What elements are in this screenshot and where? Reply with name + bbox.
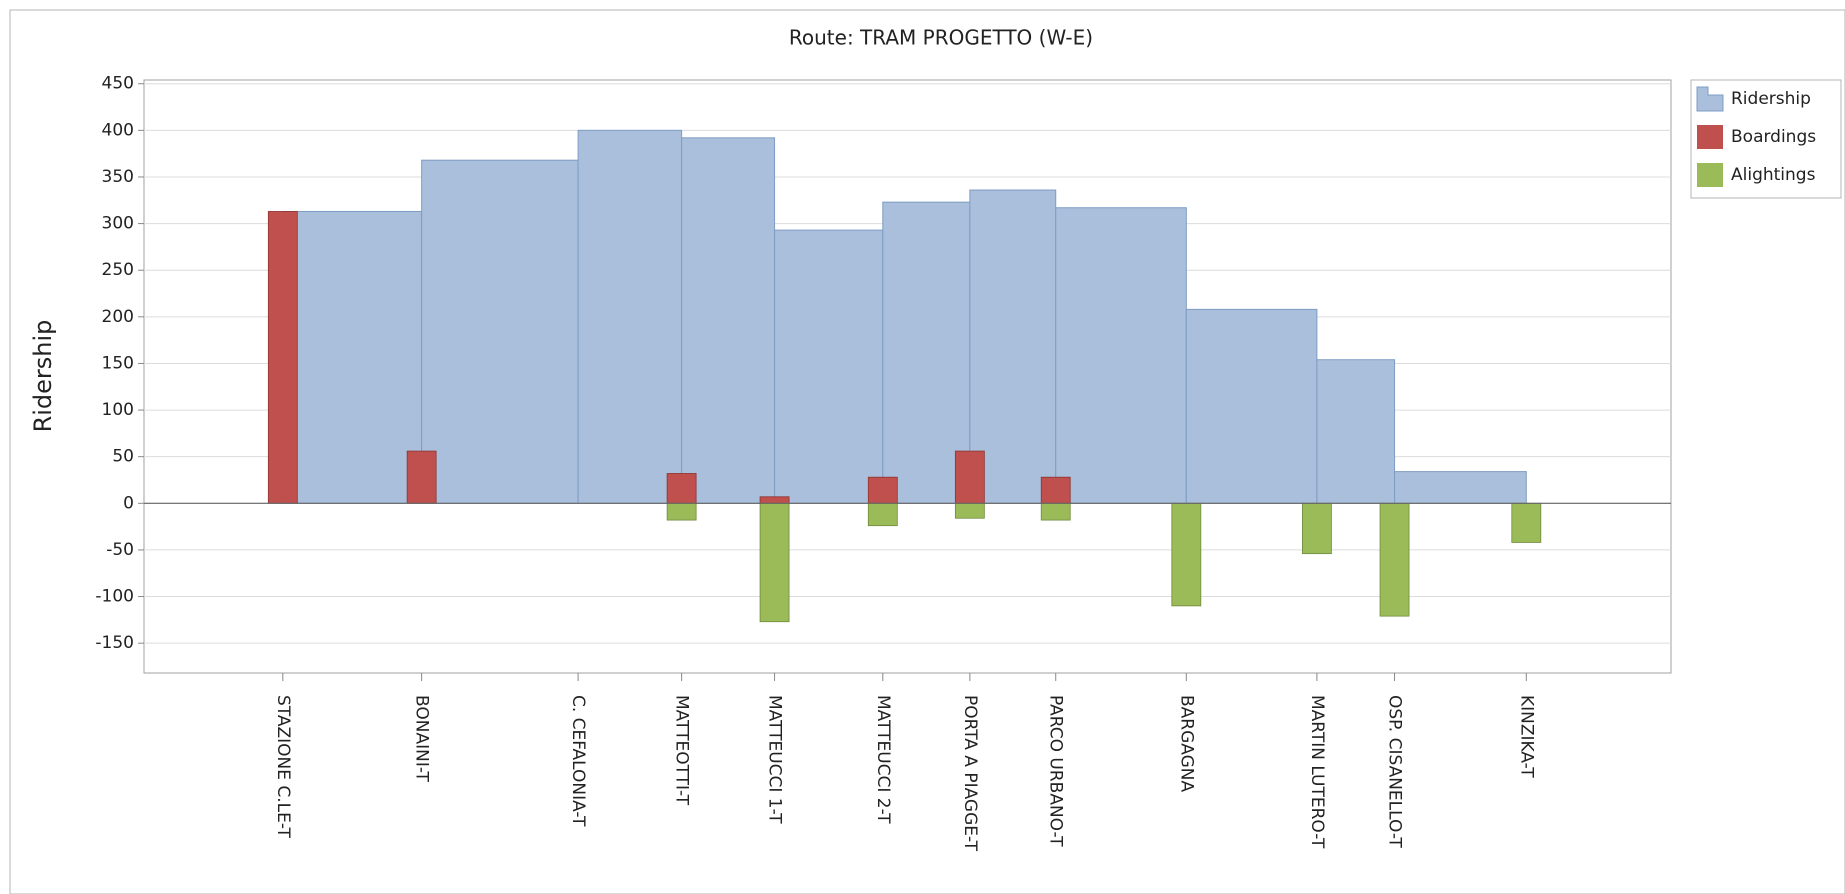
ridership-step (577, 129, 683, 504)
legend-label: Alightings (1731, 165, 1816, 185)
x-tick-label: PARCO URBANO-T (1046, 695, 1066, 847)
bar (954, 502, 985, 519)
legend-label: Boardings (1731, 127, 1816, 147)
bar (867, 502, 898, 527)
x-tick-label: PORTA A PIAGGE-T (960, 695, 980, 852)
ridership-step (421, 159, 579, 504)
x-tick-label: C. CEFALONIA-T (568, 695, 588, 827)
bar (666, 473, 697, 504)
x-tick-label: OSP. CISANELLO-T (1385, 695, 1405, 848)
bar (867, 476, 898, 504)
ridership-step (681, 137, 776, 504)
y-tick-label: 0 (123, 493, 134, 513)
y-tick-label: -50 (106, 540, 134, 560)
ridership-step (1055, 207, 1187, 504)
y-tick-label: 400 (102, 120, 134, 140)
bar (759, 496, 790, 504)
bar (267, 211, 298, 504)
x-tick-label: MATTEOTTI-T (672, 695, 692, 806)
legend-label: Ridership (1731, 89, 1811, 109)
legend-swatch (1697, 163, 1723, 187)
y-tick-label: 100 (102, 400, 134, 420)
legend-swatch (1697, 125, 1723, 149)
y-tick-label: 50 (112, 447, 134, 467)
bar (406, 450, 437, 504)
x-tick-label: BONAINI-T (412, 695, 432, 782)
ridership-step (1394, 471, 1527, 504)
y-tick-label: 350 (102, 167, 134, 187)
x-tick-label: STAZIONE C.LE-T (273, 695, 293, 838)
x-tick-label: MARTIN LUTERO-T (1307, 695, 1327, 849)
x-tick-label: MATTEUCCI 1-T (765, 695, 785, 824)
ridership-step (1316, 359, 1396, 504)
bar (954, 450, 985, 504)
y-axis-label: Ridership (29, 320, 57, 433)
bar (666, 502, 697, 521)
y-tick-label: 300 (102, 214, 134, 234)
ridership-step (774, 229, 884, 504)
bar (1511, 502, 1542, 543)
bar (1040, 502, 1071, 521)
legend-swatch (1696, 86, 1724, 112)
x-tick-label: KINZIKA-T (1516, 695, 1536, 778)
chart-title: Route: TRAM PROGETTO (W-E) (789, 26, 1093, 50)
ridership-step (282, 210, 423, 504)
y-tick-label: 450 (102, 74, 134, 94)
bar (759, 502, 790, 623)
bar (1040, 476, 1071, 504)
y-tick-label: 250 (102, 260, 134, 280)
x-tick-label: MATTEUCCI 2-T (873, 695, 893, 824)
x-tick-label: BARGAGNA (1176, 695, 1196, 792)
bar (1171, 502, 1202, 607)
bar (1301, 502, 1332, 555)
y-tick-label: 200 (102, 307, 134, 327)
y-tick-label: 150 (102, 353, 134, 373)
ridership-step (1185, 308, 1318, 504)
bar (1379, 502, 1410, 617)
y-tick-label: -100 (95, 587, 134, 607)
y-tick-label: -150 (95, 633, 134, 653)
